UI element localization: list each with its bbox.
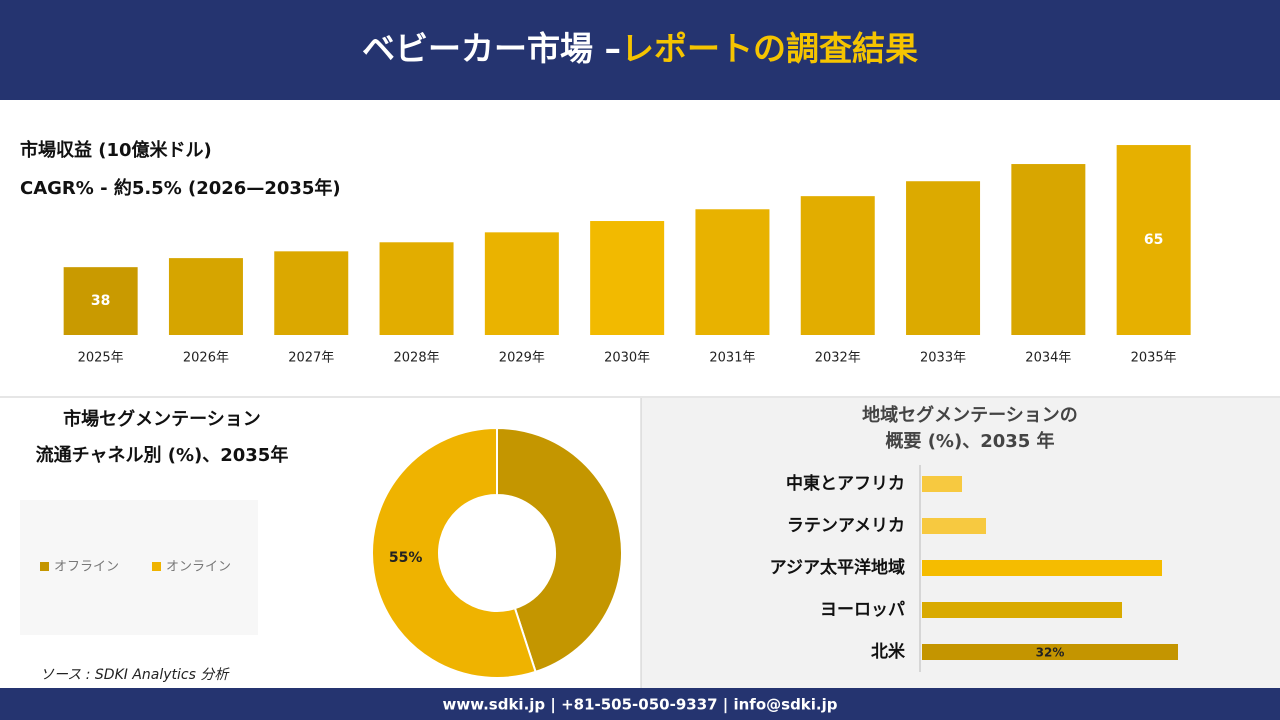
value-label: 32% [1036, 646, 1065, 660]
region-panel [641, 398, 1280, 688]
bar [168, 258, 243, 335]
bar [906, 181, 981, 335]
legend-box [20, 500, 258, 635]
x-tick-label: 2030年 [604, 351, 650, 366]
bar [484, 232, 559, 335]
footer: www.sdki.jp | +81-505-050-9337 | info@sd… [442, 696, 837, 715]
chart-subtitle: CAGR% - 約5.5% (2026—2035年) [20, 177, 341, 199]
x-tick-label: 2032年 [815, 351, 861, 366]
x-tick-label: 2033年 [920, 351, 966, 366]
bar [695, 209, 770, 335]
bar [379, 242, 454, 335]
donut-slice [496, 426, 623, 674]
legend-label: オンライン [166, 560, 231, 575]
source: ソース : SDKI Analytics 分析 [40, 667, 230, 683]
y-tick-label: 北米 [871, 641, 906, 662]
footer-bar [0, 688, 1280, 720]
bar [274, 251, 349, 335]
value-label: 38 [91, 293, 110, 309]
value-label: 65 [1144, 232, 1163, 248]
title-accent: レポートの調査結果 [621, 29, 918, 68]
x-tick-label: 2029年 [499, 351, 545, 366]
x-tick-label: 2034年 [1025, 351, 1071, 366]
y-tick-label: 中東とアフリカ [786, 473, 905, 494]
donut-slice [371, 426, 537, 679]
bar [922, 644, 1178, 660]
y-tick-label: アジア太平洋地域 [770, 557, 905, 578]
x-tick-label: 2031年 [709, 351, 755, 366]
value-label: 55% [389, 550, 423, 566]
chart-title: 市場セグメンテーション [63, 408, 261, 430]
legend-swatch [40, 562, 49, 571]
y-tick-label: ヨーロッパ [820, 600, 905, 620]
x-tick-label: 2026年 [183, 351, 229, 366]
bar [1116, 145, 1191, 335]
chart-title: 市場収益 (10億米ドル) [20, 139, 212, 161]
x-tick-label: 2028年 [394, 351, 440, 366]
y-tick-label: ラテンアメリカ [787, 516, 905, 536]
title-main: ベビーカー市場 – [362, 29, 621, 68]
bar [922, 602, 1122, 618]
bar [1011, 164, 1086, 335]
x-tick-label: 2035年 [1131, 351, 1177, 366]
chart-subtitle: 流通チャネル別 (%)、2035年 [36, 444, 289, 466]
x-tick-label: 2027年 [288, 351, 334, 366]
x-tick-label: 2025年 [78, 351, 124, 366]
bar [800, 196, 875, 335]
bar [922, 518, 986, 534]
bar [63, 267, 138, 335]
bar [922, 476, 962, 492]
bar [590, 221, 665, 335]
legend-swatch [152, 562, 161, 571]
chart-subtitle: 概要 (%)、2035 年 [885, 430, 1054, 452]
chart-title: 地域セグメンテーションの [862, 404, 1078, 426]
legend-label: オフライン [54, 560, 119, 575]
header-title: ベビーカー市場 –レポートの調査結果 [362, 29, 918, 68]
header-bar [0, 0, 1280, 100]
bar [922, 560, 1162, 576]
